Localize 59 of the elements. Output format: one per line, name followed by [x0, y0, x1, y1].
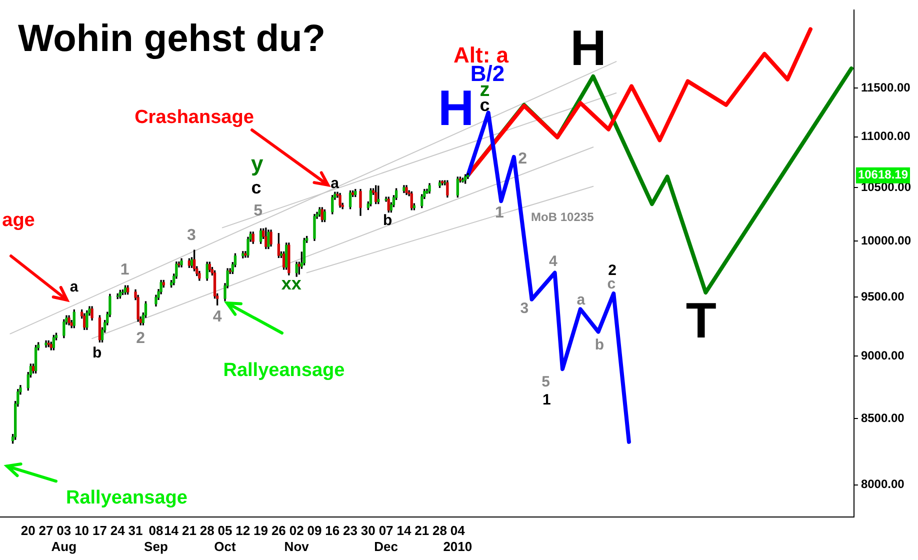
annotation: age [2, 210, 35, 232]
annotation: b [594, 336, 604, 354]
x-tick-label: 21 [182, 523, 196, 538]
annotation: 4 [212, 308, 222, 326]
y-tick-label: 9500.00 [860, 289, 905, 304]
annotation: 2 [136, 330, 146, 347]
annotation: 1 [120, 261, 130, 278]
annotation: 1 [542, 391, 551, 408]
y-tick-label: 10500.00 [860, 180, 912, 194]
x-tick-label: 28 [432, 523, 447, 538]
x-tick-label: 19 [254, 523, 268, 538]
annotation: T [686, 292, 716, 349]
x-tick-label: 21 [414, 523, 430, 538]
x-tick-label: 07 Dec [374, 523, 398, 554]
annotation: 5 [254, 202, 263, 220]
x-tick-label: 14 [396, 523, 412, 538]
x-tick-label: 12 [236, 523, 250, 538]
x-tick-label: 16 [325, 523, 340, 538]
annotation: H [438, 80, 474, 136]
annotation: Rallyeansage [66, 487, 188, 508]
y-tick-label: 10000.00 [860, 233, 912, 248]
annotation: 5 [542, 374, 550, 391]
annotation: 4 [548, 253, 558, 270]
x-tick-label: 26 [271, 523, 286, 538]
x-tick-label: 23 [343, 523, 358, 538]
text: 10618.19 [858, 168, 908, 182]
y-tick-label: 11000.00 [860, 129, 911, 144]
y-tick-label: 8000.00 [860, 477, 905, 492]
annotation: b [92, 344, 102, 362]
x-tick-label: 27 [38, 523, 54, 538]
annotation: y [251, 151, 264, 176]
y-tick-label: 9000.00 [860, 348, 905, 362]
annotation: H [570, 20, 606, 76]
x-tick-label: 24 [110, 523, 126, 538]
annotation: c [251, 178, 262, 198]
x-tick-label: 31 [128, 523, 143, 538]
chart-title: Wohin gehst du? [18, 18, 326, 61]
annotation: a [576, 291, 586, 308]
x-tick-label: 17 [92, 523, 107, 538]
x-tick-label: 09 [307, 523, 322, 538]
annotation: a [330, 174, 340, 192]
annotation: 1 [495, 204, 504, 222]
annotation: 3 [187, 226, 196, 244]
annotation: c [480, 95, 490, 116]
annotation: xx [281, 274, 302, 294]
y-tick-label: 11500.00 [860, 80, 911, 94]
x-tick-label: 20 [20, 523, 36, 538]
x-tick-label: 28 [200, 523, 214, 538]
annotation: MoB 10235 [531, 210, 594, 224]
x-tick-label: 05 Oct [214, 523, 236, 554]
annotation: Rallyeansage [223, 360, 345, 382]
annotation: 3 [520, 300, 529, 318]
x-tick-label: 30 [360, 523, 376, 538]
x-tick-label: 10 [74, 523, 90, 538]
annotation: b [382, 212, 392, 230]
annotation: Crashansage [134, 107, 254, 128]
y-tick-label: 8500.00 [860, 410, 905, 425]
annotation: a [70, 278, 79, 296]
annotation: 2 [518, 150, 528, 168]
